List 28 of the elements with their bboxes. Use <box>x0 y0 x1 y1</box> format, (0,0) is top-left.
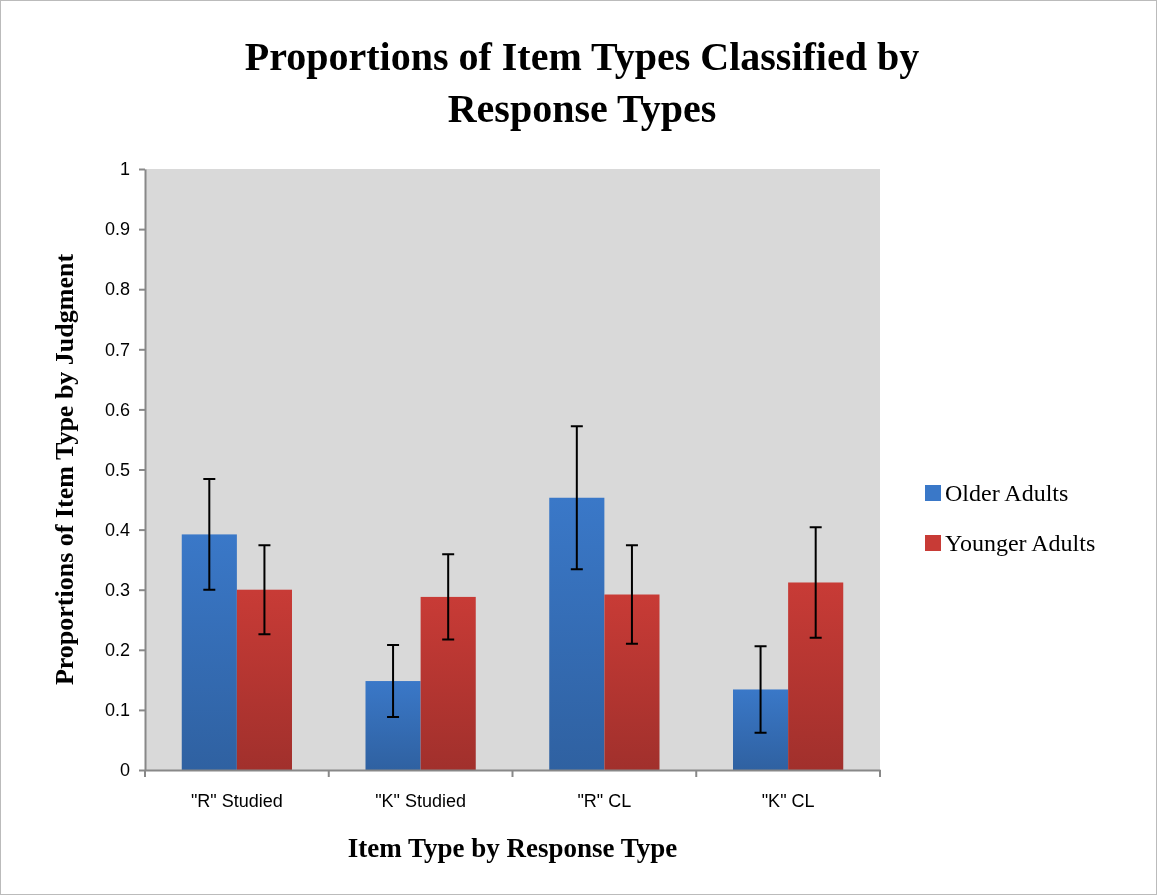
y-tick-label: 0.7 <box>104 339 130 360</box>
y-tick-label: 1 <box>119 159 130 180</box>
x-tick-label: "R" CL <box>577 790 632 811</box>
y-tick-label: 0.5 <box>104 459 130 480</box>
bar <box>549 497 605 770</box>
bar <box>733 689 789 770</box>
bar <box>181 534 237 770</box>
y-tick-label: 0.6 <box>104 399 130 420</box>
bar <box>236 589 292 770</box>
y-tick-label: 0 <box>119 760 130 781</box>
y-axis-title: Proportions of Item Type by Judgment <box>50 253 79 686</box>
y-tick-label: 0.2 <box>104 640 130 661</box>
y-tick-label: 0.8 <box>104 279 130 300</box>
chart-title: Proportions of Item Types Classified by Response Types <box>244 34 920 131</box>
y-tick-label: 0.1 <box>104 700 130 721</box>
y-tick-label: 0.9 <box>104 219 130 240</box>
x-axis-title: Item Type by Response Type <box>347 833 678 863</box>
y-tick-label: 0.3 <box>104 579 130 600</box>
x-tick-label: "R" Studied <box>190 790 283 811</box>
bar <box>365 681 421 770</box>
x-tick-label: "K" CL <box>761 790 815 811</box>
legend-label: Older Adults <box>945 480 1069 506</box>
y-tick-label: 0.4 <box>104 519 130 540</box>
x-tick-label: "K" Studied <box>375 790 467 811</box>
legend-label: Younger Adults <box>945 530 1096 556</box>
bar <box>604 594 660 770</box>
bar <box>788 582 844 770</box>
bar <box>420 596 476 770</box>
